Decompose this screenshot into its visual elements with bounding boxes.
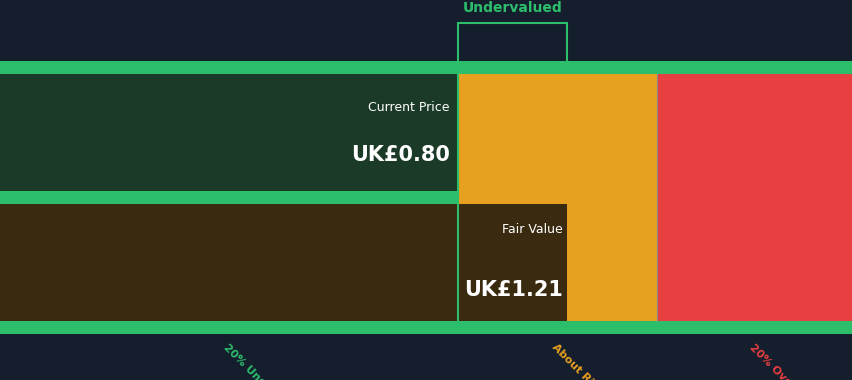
- Bar: [0, 74, 458, 191]
- Bar: [0, 191, 458, 204]
- Bar: [458, 61, 656, 334]
- Text: Current Price: Current Price: [367, 101, 449, 114]
- Bar: [0, 321, 852, 334]
- Text: 20% Undervalued: 20% Undervalued: [222, 342, 307, 380]
- Text: Undervalued: Undervalued: [463, 1, 561, 15]
- Bar: [0, 204, 567, 321]
- Text: UK£1.21: UK£1.21: [463, 280, 562, 300]
- Text: 20% Overvalued: 20% Overvalued: [747, 342, 826, 380]
- Bar: [0, 61, 852, 74]
- Bar: [0, 61, 458, 334]
- Text: Fair Value: Fair Value: [502, 223, 562, 236]
- Text: UK£0.80: UK£0.80: [350, 144, 449, 165]
- Text: About Right: About Right: [550, 342, 609, 380]
- Bar: [656, 61, 852, 334]
